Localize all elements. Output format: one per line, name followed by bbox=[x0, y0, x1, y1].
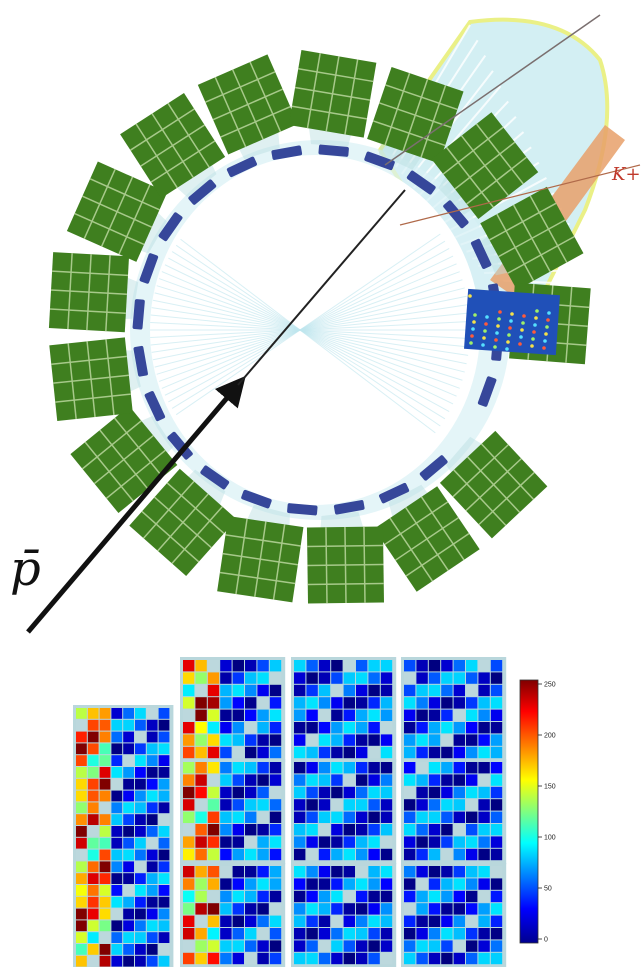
straw-segment bbox=[287, 503, 318, 516]
straw-segment bbox=[333, 500, 365, 515]
colorbar-tick-label: 250 bbox=[544, 682, 556, 689]
beam-line bbox=[237, 189, 406, 386]
detector-module bbox=[480, 186, 584, 290]
colorbar-tick-label: 0 bbox=[544, 937, 548, 944]
heatmap-block bbox=[401, 863, 507, 967]
straw-segment bbox=[470, 238, 492, 269]
colorbar-tick-label: 50 bbox=[544, 886, 552, 893]
straw-segment bbox=[144, 391, 166, 422]
detector-module bbox=[367, 66, 464, 164]
straw-segment bbox=[379, 482, 410, 504]
straw-segment bbox=[477, 376, 497, 407]
track-line bbox=[384, 14, 601, 166]
straw-segment bbox=[132, 299, 145, 330]
kaon-track-line bbox=[399, 164, 641, 226]
detector-modules bbox=[48, 50, 591, 604]
detector-module bbox=[306, 526, 384, 604]
straw-segment bbox=[443, 200, 469, 229]
straw-segment bbox=[133, 345, 148, 377]
straw-segment bbox=[271, 145, 303, 160]
colorbar-tick-label: 200 bbox=[544, 733, 556, 740]
light-region bbox=[130, 140, 510, 520]
heatmap-block bbox=[401, 657, 507, 763]
heatmap-block bbox=[180, 759, 286, 865]
straw-segment bbox=[419, 455, 448, 481]
beam-arrow bbox=[26, 375, 246, 634]
colorbar-tick-label: 150 bbox=[544, 784, 556, 791]
heatmap-block bbox=[291, 657, 397, 763]
detector-module bbox=[288, 50, 377, 138]
straw-segment bbox=[226, 156, 257, 178]
heatmap-block bbox=[73, 705, 174, 967]
straw-segment bbox=[139, 253, 159, 284]
hit-module bbox=[464, 288, 560, 356]
straw-segment bbox=[406, 170, 436, 195]
heatmap-block bbox=[180, 863, 286, 967]
detector-module bbox=[48, 252, 130, 333]
detector-module bbox=[439, 430, 548, 539]
straw-segment bbox=[158, 212, 183, 242]
straw-segment bbox=[167, 431, 193, 460]
detector-module bbox=[431, 112, 539, 219]
colorbar-tick-label: 100 bbox=[544, 835, 556, 842]
straw-segment bbox=[188, 179, 217, 205]
detector-module bbox=[120, 93, 226, 199]
heatmap-block bbox=[401, 759, 507, 865]
heatmap-block bbox=[291, 863, 397, 967]
colorbar: 250 200 150 100 50 0 bbox=[519, 679, 556, 944]
beam-label: p̄ bbox=[10, 541, 41, 597]
straw-segment bbox=[200, 465, 230, 490]
detector-module bbox=[197, 54, 298, 155]
heatmap-panel bbox=[73, 657, 507, 967]
kaon-label: K+ bbox=[611, 164, 641, 185]
detector-module bbox=[374, 486, 480, 592]
heatmap-block bbox=[180, 657, 286, 763]
straw-segment bbox=[318, 144, 349, 157]
heatmap-block bbox=[291, 759, 397, 865]
straw-segment bbox=[241, 489, 272, 509]
detector-module bbox=[66, 161, 168, 262]
straw-ring bbox=[132, 144, 504, 516]
detector-module bbox=[49, 337, 133, 421]
straw-segment bbox=[364, 151, 395, 171]
detector-module bbox=[217, 516, 304, 603]
detector-module bbox=[129, 468, 237, 577]
